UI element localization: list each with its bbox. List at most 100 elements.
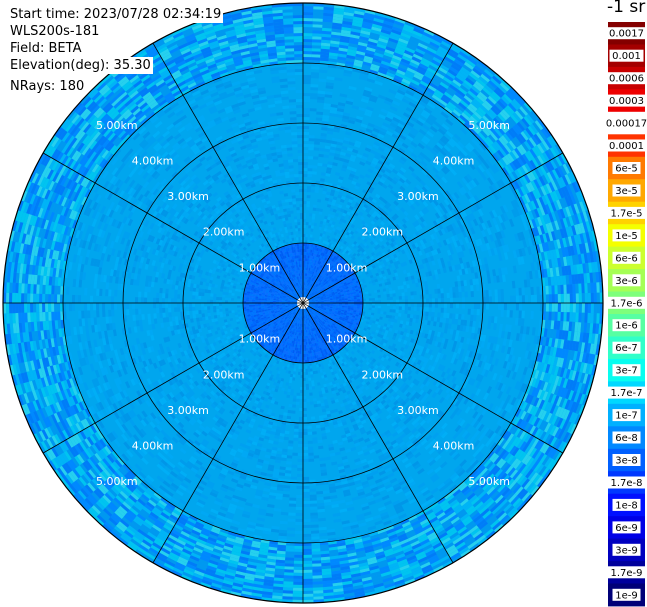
ppi-cell [320, 178, 325, 182]
ppi-cell [455, 286, 459, 293]
ppi-cell [428, 311, 432, 317]
ppi-cell [485, 303, 489, 310]
ppi-cell [388, 315, 393, 319]
ppi-cell [309, 261, 312, 265]
ppi-cell [328, 198, 333, 203]
ppi-cell [305, 291, 307, 295]
ppi-cell [368, 293, 372, 297]
ppi-cell [305, 285, 307, 289]
ppi-cell [312, 243, 316, 248]
ppi-cell [354, 59, 364, 65]
ppi-cell [461, 286, 465, 292]
ppi-cell [374, 297, 378, 301]
ppi-cell [303, 291, 304, 294]
ppi-cell [401, 303, 405, 307]
ppi-cell [389, 296, 393, 300]
ppi-cell [303, 150, 309, 154]
ppi-cell [548, 285, 552, 295]
ppi-cell [312, 256, 315, 260]
ppi-cell [593, 292, 597, 303]
ppi-cell [416, 307, 420, 312]
ppi-cell [560, 284, 564, 294]
ppi-cell [303, 96, 311, 100]
ppi-cell [330, 43, 340, 48]
ppi-cell [304, 288, 306, 292]
ppi-cell [334, 153, 340, 158]
ppi-cell [443, 307, 447, 313]
ppi-cell [596, 282, 600, 293]
ppi-cell [303, 291, 305, 295]
ppi-cell [304, 261, 306, 265]
ppi-cell [434, 288, 438, 294]
ppi-cell [320, 57, 329, 62]
ppi-cell [317, 96, 325, 101]
ppi-cell [314, 141, 320, 145]
ppi-cell [304, 291, 306, 295]
ppi-cell [306, 285, 308, 289]
ppi-cell [347, 304, 351, 307]
ppi-cell [330, 37, 341, 42]
ppi-cell [500, 309, 504, 317]
ppi-cell [343, 72, 352, 77]
ppi-cell [464, 291, 468, 298]
ppi-cell [413, 291, 417, 296]
ppi-cell [311, 268, 313, 272]
ppi-cell [306, 201, 311, 205]
ppi-cell [321, 39, 331, 44]
ppi-cell [353, 299, 357, 302]
ppi-cell [327, 164, 333, 168]
ppi-cell [309, 270, 311, 274]
ppi-cell [437, 288, 441, 294]
ppi-cell [377, 305, 381, 309]
ppi-cell [341, 304, 345, 306]
ppi-cell [308, 252, 311, 256]
ppi-cell [353, 16, 364, 22]
ppi-cell [371, 312, 375, 316]
ppi-cell [350, 304, 354, 307]
ppi-cell [303, 93, 311, 97]
ppi-cell [309, 108, 317, 112]
ppi-cell [308, 276, 311, 280]
ppi-cell [356, 304, 360, 307]
ppi-cell [326, 76, 335, 81]
ppi-cell [494, 289, 498, 297]
ppi-cell [307, 270, 309, 274]
ppi-cell [388, 318, 392, 322]
ppi-cell [551, 311, 555, 321]
ppi-cell [311, 249, 315, 254]
ppi-cell [313, 253, 316, 257]
ppi-cell [306, 273, 309, 277]
ppi-cell [467, 308, 471, 315]
ppi-cell [303, 81, 311, 85]
ppi-cell [308, 261, 311, 265]
ppi-cell [360, 70, 370, 76]
ppi-cell [303, 60, 312, 64]
ppi-cell [563, 284, 567, 294]
ppi-cell [391, 315, 396, 320]
ppi-cell [303, 114, 310, 118]
ppi-cell [350, 28, 361, 33]
ppi-cell [325, 139, 332, 144]
ppi-cell [329, 303, 333, 306]
ppi-cell [307, 282, 309, 286]
ppi-cell [344, 299, 348, 302]
ppi-cell [321, 124, 329, 128]
ppi-cell [321, 127, 328, 131]
ppi-cell [312, 39, 322, 43]
ppi-cell [428, 303, 432, 308]
ppi-cell [311, 51, 321, 55]
ppi-cell [353, 62, 363, 68]
ppi-cell [446, 292, 450, 298]
ppi-cell [323, 9, 334, 14]
ppi-cell [331, 140, 338, 145]
ppi-cell [305, 288, 308, 292]
ppi-cell [306, 249, 309, 253]
ppi-cell [346, 51, 356, 57]
ppi-cell [303, 3, 314, 7]
ppi-cell [322, 221, 327, 226]
ppi-cell [557, 311, 561, 321]
ppi-cell [329, 149, 336, 154]
ppi-cell [309, 252, 312, 256]
ppi-cell [308, 144, 315, 148]
ppi-cell [306, 279, 308, 283]
